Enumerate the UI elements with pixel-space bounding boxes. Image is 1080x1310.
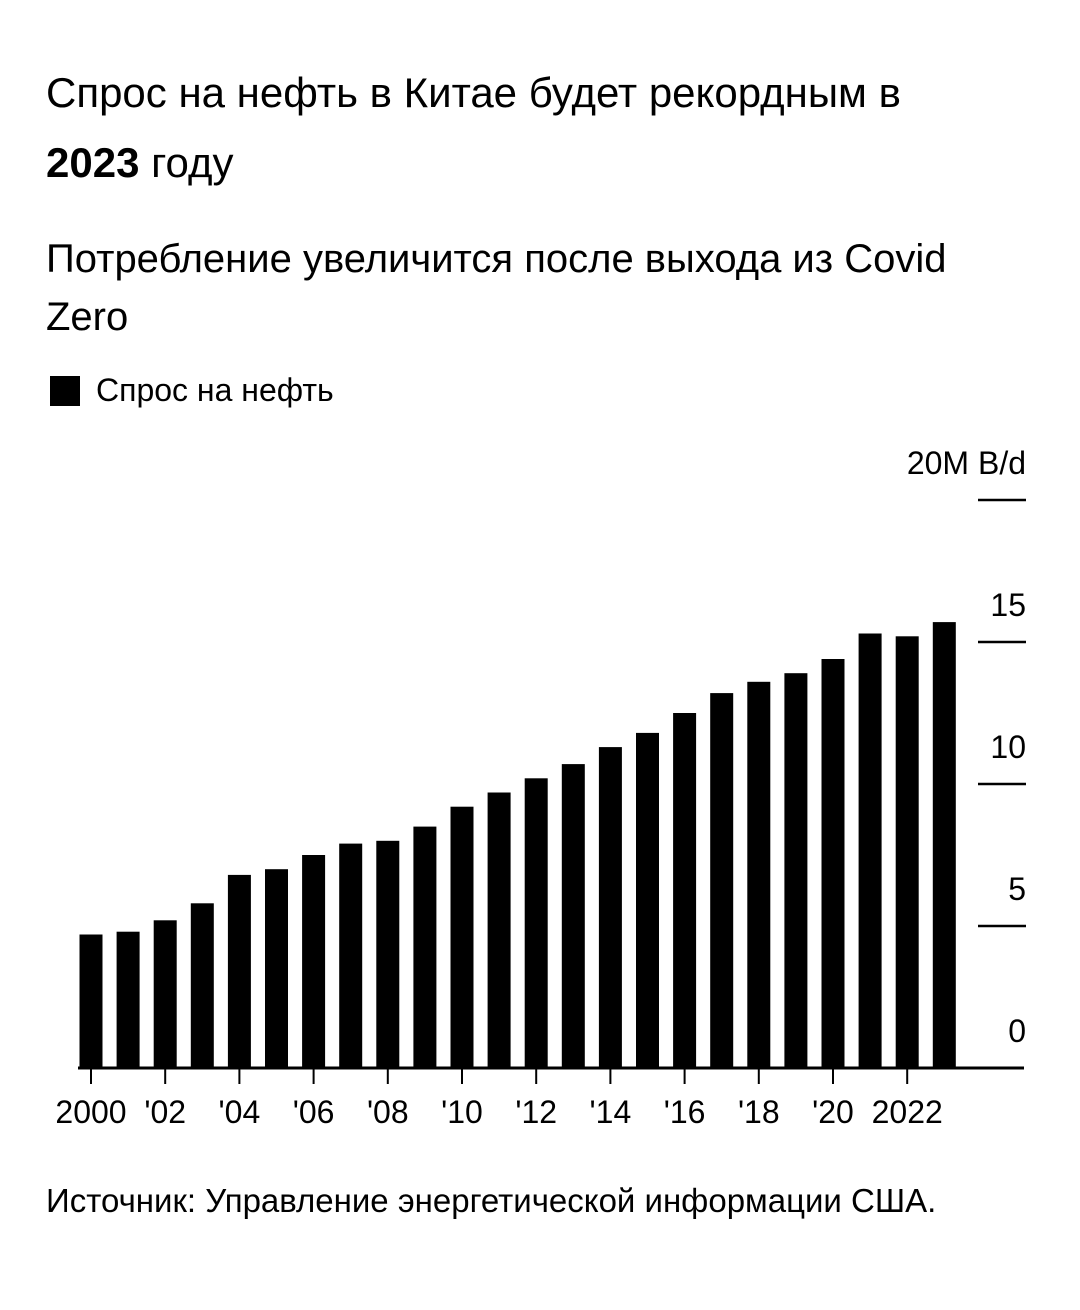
bar-2001: [116, 931, 140, 1068]
bar-2019: [784, 673, 808, 1068]
bar-2013: [561, 764, 585, 1068]
source-note: Источник: Управление энергетической инфо…: [46, 1182, 937, 1219]
title-text-2: году: [151, 139, 234, 186]
bar-2005: [265, 869, 288, 1068]
y-tick-label-10: 10: [990, 729, 1026, 765]
y-tick-label-20: 20M B/d: [907, 445, 1026, 481]
x-tick-label-2010: '10: [441, 1094, 483, 1130]
bar-2015: [636, 732, 659, 1068]
bar-2023: [932, 622, 956, 1068]
bar-chart: 2000 '02 '04 '06 '08 '10 '12 '14 '16 '18 '20 2022 0 5…: [55, 445, 1026, 1130]
x-tick-label-2008: '08: [367, 1094, 409, 1130]
legend: Спрос на нефть: [50, 372, 334, 409]
bar-2016: [673, 713, 697, 1068]
x-tick-label-2002: '02: [144, 1094, 186, 1130]
bar-2007: [339, 843, 363, 1068]
bar-2022: [895, 636, 919, 1068]
x-tick-label-2006: '06: [293, 1094, 335, 1130]
legend-label: Спрос на нефть: [96, 372, 334, 408]
y-tick-label-15: 15: [990, 587, 1026, 623]
title-year: 2023: [46, 139, 140, 186]
y-tick-label-0: 0: [1008, 1013, 1026, 1049]
bar-2010: [450, 806, 474, 1068]
bar-2020: [821, 659, 845, 1068]
bar-2012: [524, 778, 548, 1068]
x-tick-label-2020: '20: [812, 1094, 854, 1130]
x-tick-label-2018: '18: [738, 1094, 780, 1130]
bar-2004: [227, 874, 251, 1068]
bar-2006: [302, 855, 326, 1068]
x-tick-label-2012: '12: [515, 1094, 557, 1130]
bar-2009: [413, 826, 437, 1068]
bar-2021: [858, 633, 882, 1068]
bar-2018: [747, 681, 771, 1068]
x-tick-label-2000: 2000: [55, 1094, 126, 1130]
title-text-1: Спрос на нефть в Китае будет рекордным в: [46, 69, 901, 116]
bar-2002: [153, 920, 177, 1068]
bar-2014: [598, 747, 622, 1068]
y-tick-label-5: 5: [1008, 871, 1026, 907]
bar-2017: [710, 693, 734, 1068]
chart-title: Спрос на нефть в Китае будет рекордным в…: [46, 58, 1046, 198]
bar-2003: [190, 903, 214, 1068]
x-tick-label-2022: 2022: [872, 1094, 943, 1130]
legend-swatch: [50, 375, 80, 406]
bar-2011: [487, 792, 511, 1068]
x-tick-label-2016: '16: [664, 1094, 706, 1130]
x-tick-label-2014: '14: [590, 1094, 632, 1130]
bar-2000: [79, 934, 103, 1068]
chart-subtitle: Потребление увеличится после выхода из C…: [46, 237, 947, 339]
x-tick-label-2004: '04: [219, 1094, 261, 1130]
bar-2008: [376, 840, 400, 1068]
